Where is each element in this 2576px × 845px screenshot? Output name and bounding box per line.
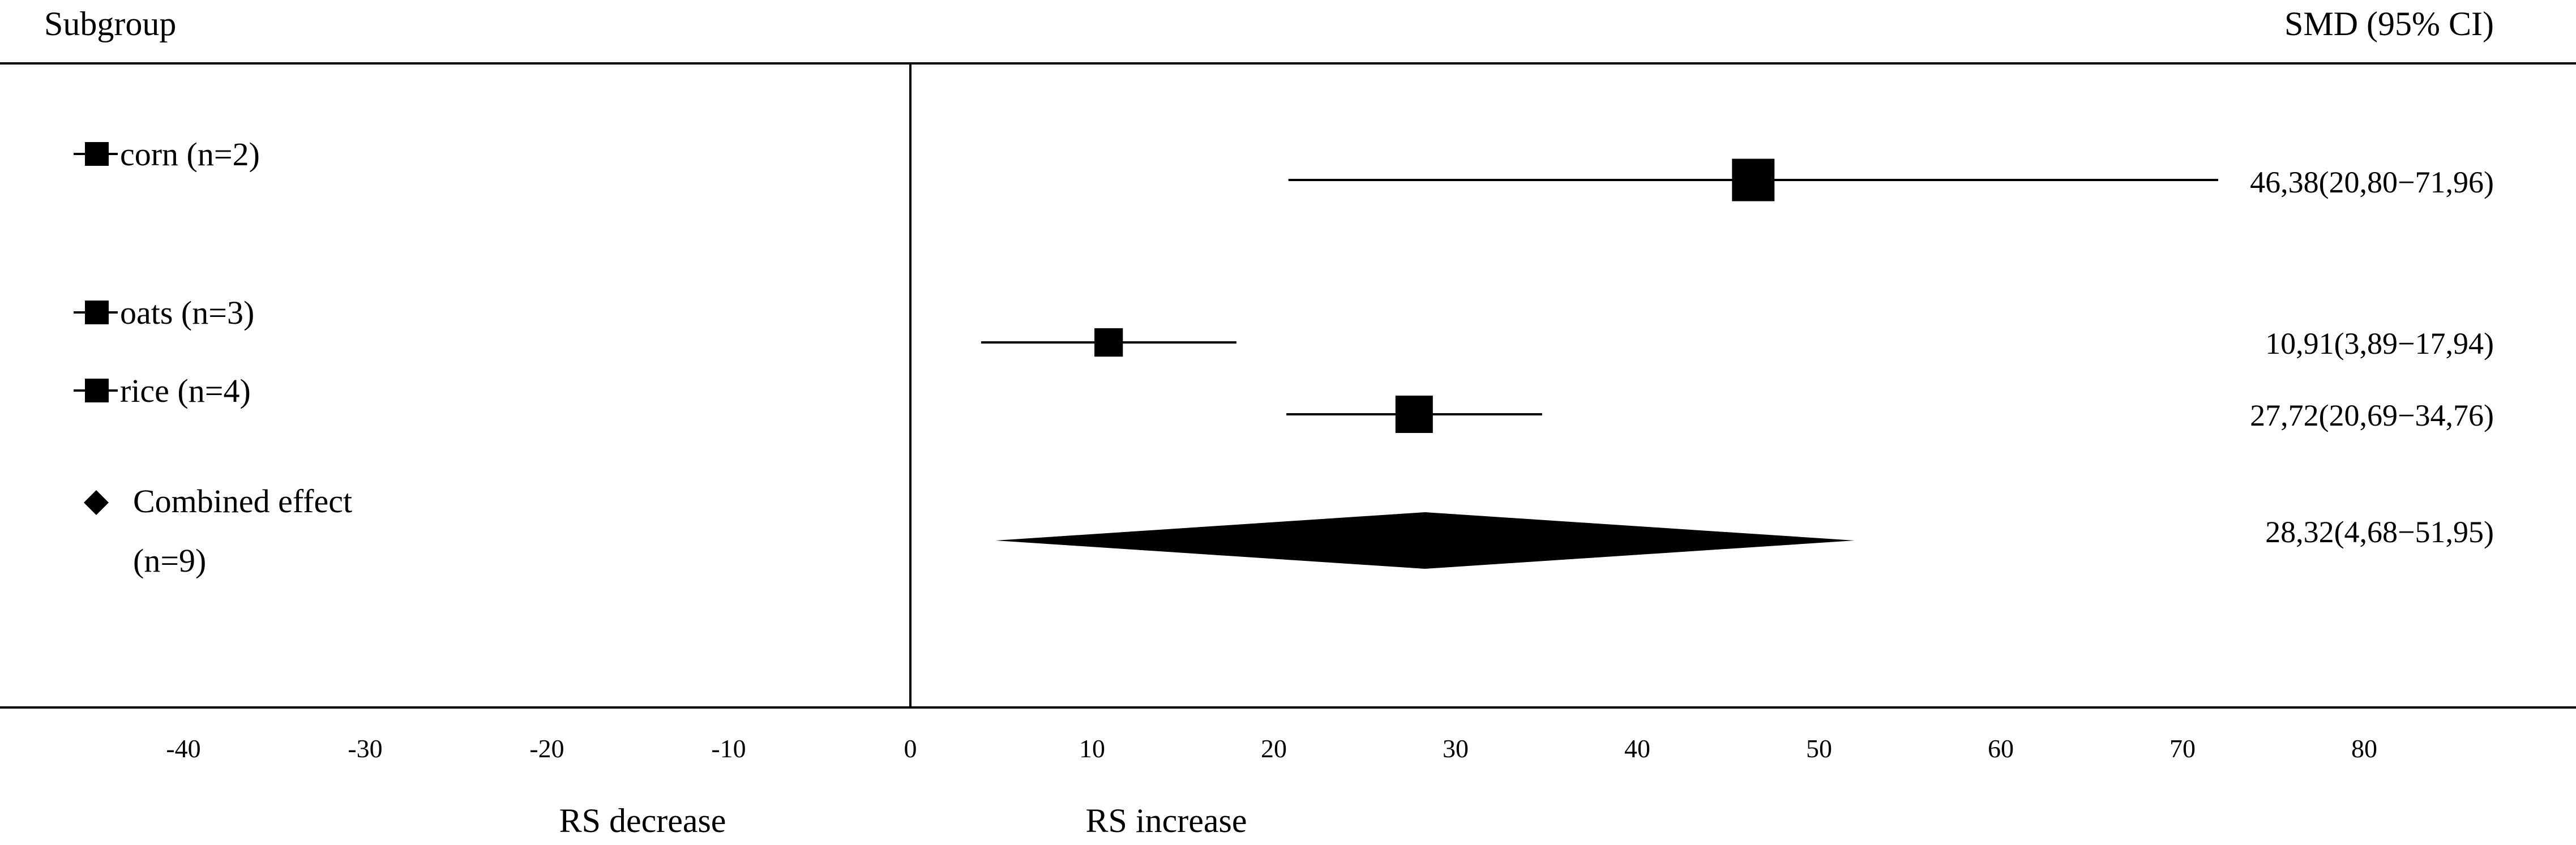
point-estimate-marker bbox=[1395, 396, 1433, 433]
x-tick-label: 50 bbox=[1806, 734, 1832, 763]
combined-effect-diamond bbox=[995, 512, 1855, 569]
legend-marker-icon bbox=[74, 379, 118, 402]
x-tick-label: 60 bbox=[1988, 734, 2014, 763]
legend-marker-icon bbox=[74, 142, 118, 166]
legend-marker-icon bbox=[74, 301, 118, 324]
combined-effect-n-label: (n=9) bbox=[133, 542, 206, 579]
x-tick-label: 30 bbox=[1443, 734, 1469, 763]
x-tick-label: 10 bbox=[1079, 734, 1105, 763]
ci-value-label: 27,72(20,69−34,76) bbox=[2250, 398, 2494, 432]
subgroup-label: rice (n=4) bbox=[120, 372, 251, 409]
x-tick-label: 80 bbox=[2351, 734, 2377, 763]
x-tick-label: 70 bbox=[2170, 734, 2196, 763]
x-axis-tick-labels: -40 -30 -20 -10 0 10 20 30 40 50 60 70 80 bbox=[166, 734, 2377, 763]
subgroup-label: oats (n=3) bbox=[120, 294, 254, 331]
direction-label-increase: RS increase bbox=[1086, 802, 1247, 839]
combined-effect-row: Combined effect (n=9) 28,32(4,68−51,95) bbox=[84, 483, 2494, 579]
subgroup-label: corn (n=2) bbox=[120, 136, 260, 173]
point-estimate-marker bbox=[1094, 328, 1123, 357]
subgroup-column-header: Subgroup bbox=[44, 5, 176, 42]
smd-column-header: SMD (95% CI) bbox=[2284, 5, 2494, 42]
subgroup-row-corn: corn (n=2) 46,38(20,80−71,96) bbox=[74, 136, 2494, 201]
direction-label-decrease: RS decrease bbox=[559, 802, 726, 839]
subgroup-row-oats: oats (n=3) 10,91(3,89−17,94) bbox=[74, 294, 2494, 361]
ci-value-label: 28,32(4,68−51,95) bbox=[2265, 515, 2494, 549]
diamond-legend-icon bbox=[84, 490, 109, 515]
x-tick-label: -20 bbox=[529, 734, 564, 763]
x-tick-label: 20 bbox=[1261, 734, 1287, 763]
ci-value-label: 10,91(3,89−17,94) bbox=[2265, 327, 2494, 361]
combined-effect-label: Combined effect bbox=[133, 483, 352, 520]
subgroup-row-rice: rice (n=4) 27,72(20,69−34,76) bbox=[74, 372, 2494, 433]
x-tick-label: -30 bbox=[348, 734, 382, 763]
x-tick-label: -40 bbox=[166, 734, 200, 763]
x-tick-label: -10 bbox=[711, 734, 746, 763]
point-estimate-marker bbox=[1732, 158, 1775, 201]
ci-value-label: 46,38(20,80−71,96) bbox=[2250, 165, 2494, 199]
x-tick-label: 40 bbox=[1624, 734, 1650, 763]
x-tick-label: 0 bbox=[904, 734, 917, 763]
